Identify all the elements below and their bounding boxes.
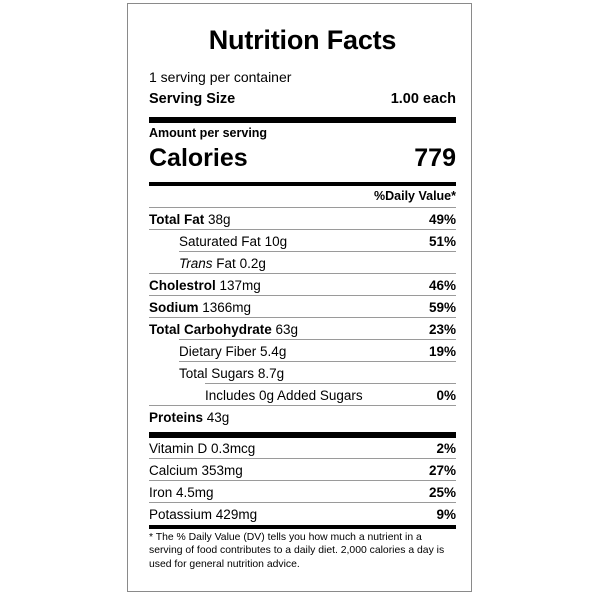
nutrient-dv: 19% [428,344,456,359]
servings-per-container: 1 serving per container [149,69,292,85]
thick-divider-top [149,117,456,123]
nutrient-amount: 1366mg [202,300,252,315]
nutrient-dv: 23% [428,322,456,337]
nutrient-amount: 0.2g [239,256,266,271]
nutrient-name: Total Sugars [179,366,255,381]
vitamin-name: Vitamin D [149,441,208,456]
vitamin-amount: 353mg [201,463,243,478]
vitamin-name: Iron [149,485,173,500]
vitamin-name: Calcium [149,463,198,478]
row-divider [149,229,456,230]
row-divider [205,383,456,384]
nutrient-dv: 46% [428,278,456,293]
calories-label: Calories [149,144,248,172]
calories-value: 779 [414,144,456,172]
nutrient-dv: 0% [436,388,456,403]
vitamin-amount: 4.5mg [176,485,214,500]
nutrient-amount: 38g [208,212,231,227]
thick-divider-vitamins [149,432,456,438]
nutrient-name: Total Carbohydrate [149,322,272,337]
nutrient-amount: 137mg [219,278,261,293]
vitamin-dv: 2% [436,441,456,456]
row-divider [179,251,456,252]
footnote: * The % Daily Value (DV) tells you how m… [149,532,445,570]
row-divider [149,405,456,406]
nutrient-dv: 49% [428,212,456,227]
vitamin-amount: 0.3mcg [211,441,256,456]
nutrient-amount: 8.7g [257,366,285,381]
daily-value-header: %Daily Value* [374,189,456,203]
nutrient-dv: 51% [428,234,456,249]
nutrient-amount: 43g [206,410,230,425]
vitamin-name: Potassium [149,507,213,522]
row-divider [179,361,456,362]
vitamin-dv: 25% [428,485,456,500]
nutrient-name: Proteins [149,410,204,425]
nutrient-name: Fat [216,256,236,271]
row-divider [149,273,456,274]
nutrient-dv: 59% [428,300,456,315]
vitamin-amount: 429mg [215,507,258,522]
nutrient-name: Saturated Fat [179,234,261,249]
thick-divider-footnote [149,525,456,529]
label-title: Nutrition Facts [208,25,397,55]
row-divider [149,295,456,296]
row-divider [179,339,456,340]
row-divider [149,458,456,459]
row-divider [149,207,456,208]
nutrient-amount: 5.4g [260,344,287,359]
vitamin-dv: 27% [428,463,456,478]
nutrient-amount: 10g [264,234,288,249]
amount-per-serving: Amount per serving [149,126,268,140]
nutrient-name-italic: Trans [179,256,213,271]
nutrient-name: Dietary Fiber [179,344,257,359]
serving-size-label: Serving Size [149,91,236,107]
nutrient-name: Sodium [149,300,199,315]
row-divider [149,480,456,481]
serving-size-value: 1.00 each [390,91,456,107]
vitamin-dv: 9% [436,507,456,522]
nutrient-name: Total Fat [149,212,205,227]
nutrition-label: Nutrition Facts 1 serving per container … [127,3,472,592]
thick-divider-calories [149,182,456,186]
row-divider [149,502,456,503]
nutrient-name: Cholestrol [149,278,216,293]
nutrient-amount: 63g [275,322,299,337]
row-divider [149,317,456,318]
nutrient-name: Includes 0g Added Sugars [205,388,363,403]
